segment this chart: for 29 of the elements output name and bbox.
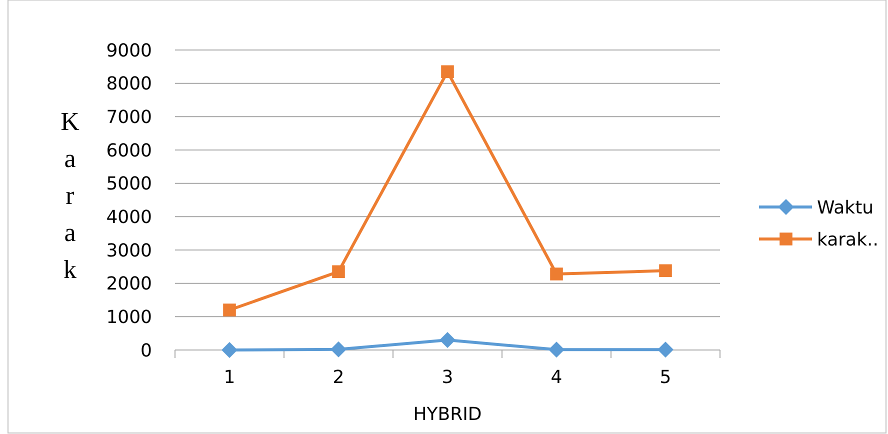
x-tick-label: 1 [224, 367, 236, 388]
x-tick-label: 5 [660, 367, 672, 388]
y-tick-label: 9000 [106, 40, 152, 62]
point [330, 341, 346, 358]
point [222, 342, 238, 358]
x-tick-label: 4 [550, 367, 562, 388]
y-tick-label: 1000 [106, 306, 152, 328]
point [548, 342, 564, 358]
legend-label: karak.. [817, 229, 878, 250]
x-axis-title: HYBRID [413, 404, 482, 425]
y-axis-title: Karak [60, 107, 80, 284]
legend-label: Waktu [817, 197, 874, 218]
point [659, 264, 672, 278]
point [550, 268, 563, 280]
y-tick-label: 2000 [106, 274, 152, 295]
y-tick-label: 6000 [106, 140, 152, 162]
x-tick-label: 3 [442, 367, 454, 388]
point [441, 65, 454, 78]
y-tick-label: 4000 [106, 206, 152, 228]
y-tick-label: 8000 [106, 74, 152, 95]
point [223, 304, 236, 316]
point [332, 265, 345, 278]
y-tick-label: 7000 [106, 106, 152, 128]
x-tick-label: 2 [332, 367, 344, 388]
y-tick-label: 0 [140, 340, 152, 362]
point [658, 342, 674, 358]
point [440, 332, 456, 348]
y-tick-label: 3000 [106, 240, 152, 262]
y-tick-label: 5000 [106, 174, 152, 195]
